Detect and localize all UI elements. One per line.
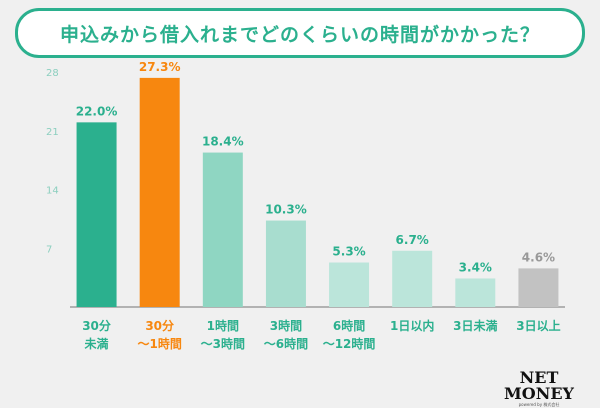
- bar: [329, 262, 370, 307]
- brand-logo-text: NET MONEY: [504, 368, 574, 403]
- x-tick-label: 未満: [84, 336, 109, 351]
- data-label: 27.3%: [139, 60, 181, 74]
- x-tick-label: ～3時間: [201, 336, 245, 351]
- x-tick-label: 1時間: [207, 318, 239, 333]
- bar: [392, 250, 433, 307]
- bar: [265, 220, 306, 307]
- data-label: 10.3%: [265, 203, 307, 217]
- data-label: 3.4%: [459, 260, 492, 274]
- x-tick-label: 3日以上: [516, 318, 560, 333]
- data-label: 6.7%: [396, 233, 429, 247]
- x-tick-label: 3時間: [270, 318, 302, 333]
- bar: [76, 122, 117, 307]
- y-tick-label: 21: [46, 127, 59, 138]
- x-tick-label: 30分: [145, 318, 174, 333]
- x-tick-label: ～12時間: [323, 336, 376, 351]
- bar: [202, 152, 243, 307]
- x-tick-label: 30分: [82, 318, 111, 333]
- bar: [518, 268, 559, 307]
- brand-logo-subtext: powered by 株式会社: [518, 402, 560, 407]
- y-tick-label: 7: [46, 244, 52, 255]
- data-label: 5.3%: [332, 245, 365, 259]
- data-label: 4.6%: [522, 250, 555, 264]
- data-label: 22.0%: [76, 104, 118, 118]
- data-label: 18.4%: [202, 135, 244, 149]
- x-tick-label: 3日未満: [453, 318, 497, 333]
- x-tick-label: ～6時間: [264, 336, 308, 351]
- chart-title-banner: 申込みから借入れまでどのくらいの時間がかかった？: [15, 8, 585, 58]
- brand-logo: NET MONEY powered by 株式会社: [487, 370, 591, 408]
- y-tick-label: 14: [46, 186, 59, 197]
- x-tick-label: ～1時間: [138, 336, 182, 351]
- x-tick-label: 6時間: [333, 318, 365, 333]
- x-tick-label: 1日以内: [390, 318, 434, 333]
- bar: [455, 278, 496, 307]
- bar: [139, 77, 180, 307]
- y-tick-label: 28: [46, 68, 59, 79]
- chart-title: 申込みから借入れまでどのくらいの時間がかかった？: [59, 23, 540, 46]
